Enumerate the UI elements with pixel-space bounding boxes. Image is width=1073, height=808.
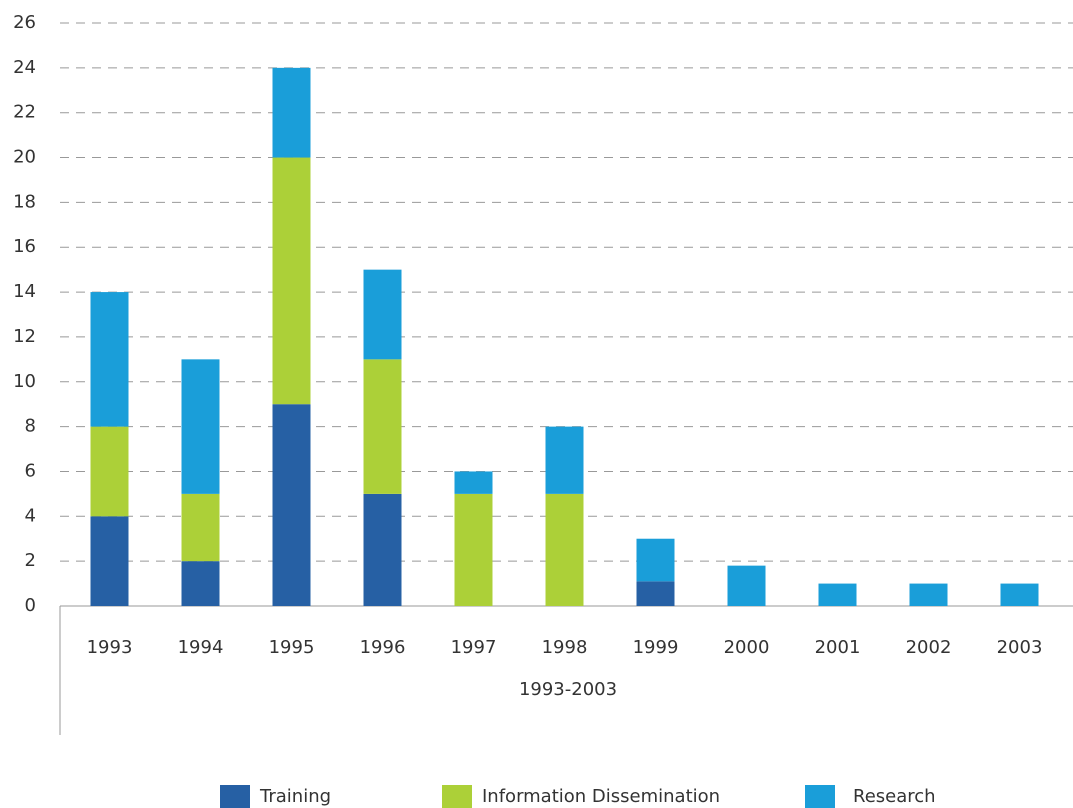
- y-tick-label: 18: [13, 191, 36, 212]
- legend-swatch: [442, 785, 472, 808]
- legend-label: Information Dissemination: [482, 786, 720, 807]
- bar-segment: [545, 493, 584, 606]
- y-tick-label: 8: [25, 416, 36, 437]
- bar-segment: [272, 67, 311, 158]
- y-tick-label: 6: [25, 460, 36, 481]
- bar-segment: [90, 426, 129, 517]
- x-axis-label: 1993-2003: [519, 679, 617, 700]
- y-tick-label: 10: [13, 371, 36, 392]
- x-tick-label: 1998: [542, 637, 588, 658]
- y-tick-label: 4: [25, 505, 36, 526]
- bar-segment: [272, 157, 311, 405]
- y-tick-label: 20: [13, 147, 36, 168]
- y-tick-label: 16: [13, 236, 36, 257]
- legend-swatch: [805, 785, 835, 808]
- x-tick-label: 2003: [997, 637, 1043, 658]
- y-tick-label: 24: [13, 57, 36, 78]
- y-tick-label: 14: [13, 281, 36, 302]
- bar-segment: [363, 493, 402, 606]
- bar-segment: [545, 426, 584, 494]
- x-tick-label: 1999: [633, 637, 679, 658]
- bar-segment: [181, 493, 220, 562]
- bar-segment: [181, 359, 220, 494]
- y-tick-label: 12: [13, 326, 36, 347]
- bar-segment: [181, 561, 220, 606]
- bar-segment: [454, 493, 493, 606]
- bar-segment: [90, 516, 129, 606]
- legend-label: Training: [259, 786, 331, 807]
- bar-segment: [636, 538, 675, 582]
- y-tick-label: 0: [25, 595, 36, 616]
- y-tick-label: 26: [13, 12, 36, 33]
- legend-label: Research: [853, 786, 936, 807]
- x-tick-label: 1997: [451, 637, 497, 658]
- x-tick-label: 2000: [724, 637, 770, 658]
- x-tick-label: 2002: [906, 637, 952, 658]
- y-tick-label: 2: [25, 550, 36, 571]
- x-tick-label: 1993: [87, 637, 133, 658]
- x-tick-label: 1995: [269, 637, 315, 658]
- bar-segment: [818, 583, 857, 606]
- x-tick-label: 1996: [360, 637, 406, 658]
- x-tick-label: 2001: [815, 637, 861, 658]
- bar-segment: [363, 269, 402, 360]
- legend-swatch: [220, 785, 250, 808]
- bar-segment: [454, 471, 493, 494]
- y-tick-label: 22: [13, 102, 36, 123]
- bar-segment: [727, 565, 766, 606]
- bar-segment: [909, 583, 948, 606]
- bar-segment: [90, 292, 129, 427]
- bar-segment: [272, 404, 311, 606]
- bar-segment: [636, 581, 675, 606]
- x-tick-label: 1994: [178, 637, 224, 658]
- bar-segment: [363, 359, 402, 494]
- bar-segment: [1000, 583, 1039, 606]
